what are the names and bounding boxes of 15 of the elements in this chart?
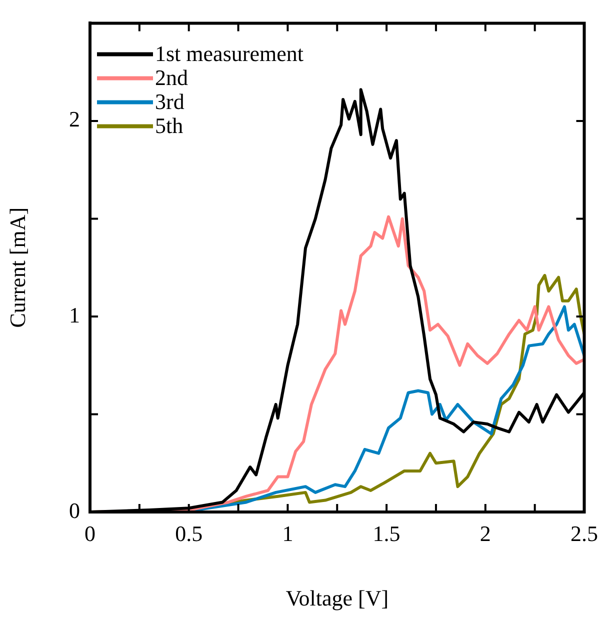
x-tick-label: 1 xyxy=(282,520,294,546)
legend-label: 2nd xyxy=(155,64,188,90)
legend-label: 3rd xyxy=(155,88,184,114)
x-tick-label: 2.5 xyxy=(570,520,598,546)
x-tick-label: 2 xyxy=(480,520,491,546)
x-tick-label: 0.5 xyxy=(175,520,203,546)
x-tick-label: 1.5 xyxy=(372,520,400,546)
y-tick-label: 1 xyxy=(69,302,80,328)
legend-label: 1st measurement xyxy=(155,40,304,66)
y-tick-label: 2 xyxy=(69,106,80,132)
legend-label: 5th xyxy=(155,112,184,138)
y-tick-label: 0 xyxy=(69,498,80,523)
x-tick-label: 0 xyxy=(84,520,96,546)
y-axis-title: Current [mA] xyxy=(4,207,30,328)
x-axis-title: Voltage [V] xyxy=(286,586,389,611)
